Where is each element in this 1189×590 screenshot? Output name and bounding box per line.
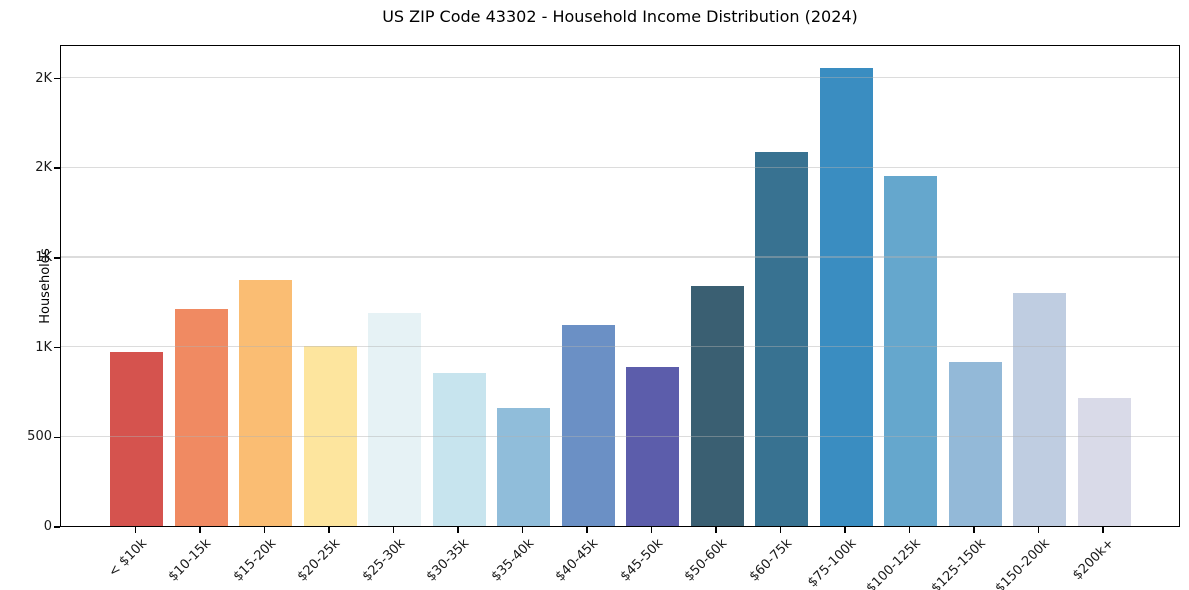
x-tick-mark <box>844 527 846 533</box>
x-tick-mark <box>199 527 201 533</box>
x-tick-mark <box>973 527 975 533</box>
x-tick-mark <box>457 527 459 533</box>
plot-area <box>60 45 1180 527</box>
y-tick-mark <box>54 526 60 528</box>
bar-$15-20k <box>239 280 292 526</box>
y-tick-label: 2K <box>35 70 52 86</box>
x-tick-mark <box>521 527 524 533</box>
y-tick-label: 1K <box>35 249 52 265</box>
bar-$10-15k <box>174 308 228 526</box>
x-tick-mark <box>263 527 266 533</box>
y-tick-mark <box>54 436 60 439</box>
bar-$40-45k <box>561 325 615 526</box>
x-tick-label: $100-125k <box>863 536 925 590</box>
gridline-1K <box>61 256 1179 258</box>
x-tick-label: $75-100k <box>805 536 860 590</box>
bar-$50-60k <box>690 285 744 526</box>
y-tick-label: 1K <box>35 339 52 355</box>
x-tick-label: $150-200k <box>992 536 1054 590</box>
x-tick-label: $35-40k <box>488 536 538 585</box>
bar-$60-75k <box>755 152 808 526</box>
x-tick-mark <box>715 527 717 533</box>
y-tick-mark <box>54 167 60 169</box>
bar-$75-100k <box>819 67 873 526</box>
x-tick-label: $50-60k <box>682 536 731 585</box>
gridline-2K <box>61 76 1179 79</box>
gridline-2K <box>61 166 1179 168</box>
x-tick-label: $125-150k <box>928 536 989 590</box>
x-tick-label: $40-45k <box>553 536 602 585</box>
gridline-1K <box>61 345 1179 348</box>
x-tick-label: $60-75k <box>746 536 796 585</box>
x-tick-mark <box>1102 527 1104 533</box>
x-tick-mark <box>650 527 653 533</box>
x-tick-label: $200k+ <box>1070 536 1118 584</box>
x-tick-label: $30-35k <box>424 536 473 585</box>
x-tick-label: $25-30k <box>359 536 409 585</box>
bar-$20-25k <box>303 345 357 526</box>
bar-$35-40k <box>497 407 550 526</box>
y-tick-mark <box>54 257 60 259</box>
x-tick-label: $15-20k <box>230 536 280 585</box>
x-tick-label: $10-15k <box>166 536 215 585</box>
x-tick-label: $20-25k <box>295 536 344 585</box>
bar-$125-150k <box>948 361 1002 526</box>
y-tick-label: 2K <box>35 160 52 176</box>
bar-$45-50k <box>626 367 679 526</box>
x-tick-label: < $10k <box>106 536 151 581</box>
x-tick-mark <box>779 527 782 533</box>
x-tick-mark <box>328 527 330 533</box>
bar-$150-200k <box>1013 292 1066 526</box>
y-tick-mark <box>54 346 60 349</box>
x-tick-mark <box>908 527 911 533</box>
x-tick-label: $45-50k <box>617 536 667 585</box>
y-tick-mark <box>54 77 60 80</box>
y-tick-label: 0 <box>43 519 52 534</box>
bar-$30-35k <box>432 372 486 526</box>
bar-$200k+ <box>1077 397 1131 526</box>
x-tick-mark <box>392 527 395 533</box>
gridline-500 <box>61 435 1179 438</box>
x-tick-mark <box>586 527 588 533</box>
x-tick-mark <box>134 527 137 533</box>
bar-$100-125k <box>884 176 937 526</box>
y-tick-label: 500 <box>27 429 52 445</box>
x-tick-mark <box>1037 527 1040 533</box>
bar-$25-30k <box>368 312 421 526</box>
chart-title: US ZIP Code 43302 - Household Income Dis… <box>382 7 858 26</box>
bar-< $10k <box>110 352 163 526</box>
